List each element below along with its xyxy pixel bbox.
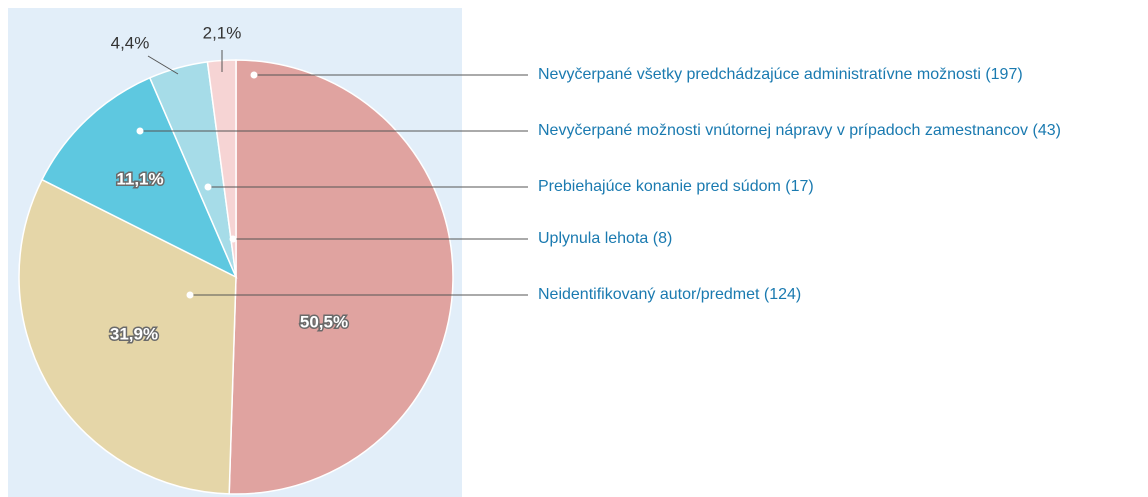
leader-dot <box>136 127 144 135</box>
pie-slice <box>41 76 238 279</box>
leader-dot <box>186 291 194 299</box>
pie-slice <box>228 59 454 495</box>
leader-dot <box>204 183 212 191</box>
data-label: 11,1% <box>116 169 163 188</box>
legend-label: Nevyčerpané všetky predchádzajúce admini… <box>538 66 1023 83</box>
data-label: 2,1% <box>203 23 242 42</box>
legend-label: Uplynula lehota (8) <box>538 230 672 247</box>
legend-label: Neidentifikovaný autor/predmet (124) <box>538 286 801 303</box>
legend-label: Nevyčerpané možnosti vnútornej nápravy v… <box>538 122 1061 139</box>
data-label: 4,4% <box>111 33 150 52</box>
leader-dot <box>250 71 258 79</box>
leader-dot <box>229 235 237 243</box>
legend-label: Prebiehajúce konanie pred súdom (17) <box>538 178 814 195</box>
data-label: 31,9% <box>110 324 158 343</box>
pie-slice <box>18 178 237 495</box>
data-label: 50,5% <box>300 312 348 331</box>
label-leader <box>147 55 179 75</box>
